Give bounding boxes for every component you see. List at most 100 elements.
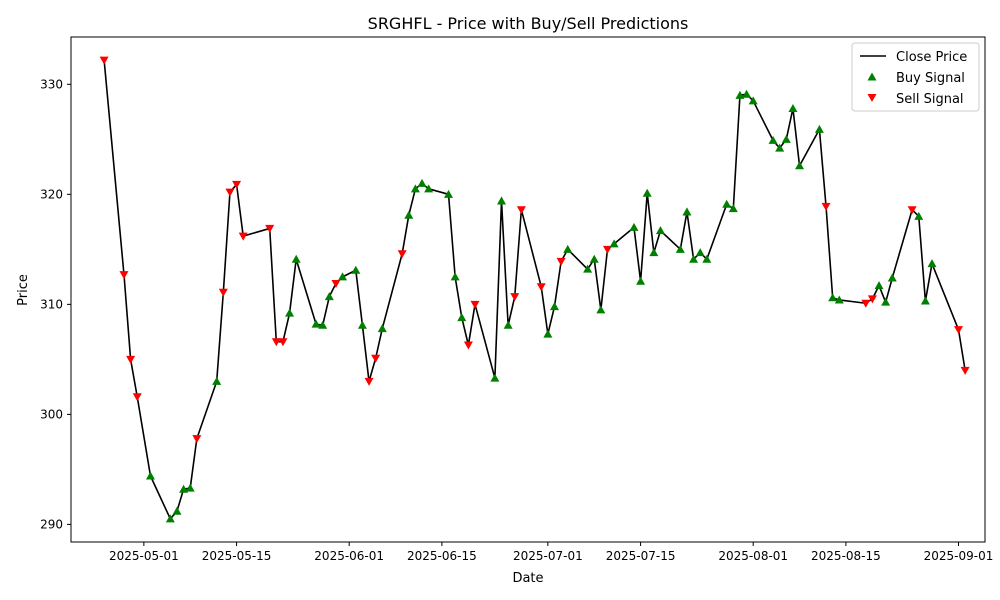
buy-signal-marker — [503, 320, 513, 329]
x-tick-label: 2025-08-01 — [718, 549, 788, 563]
legend-close-price-label: Close Price — [896, 50, 967, 65]
legend-sell-marker — [867, 94, 877, 102]
y-tick-label: 320 — [40, 187, 63, 201]
sell-signal-marker — [516, 206, 526, 215]
buy-signal-marker — [814, 124, 824, 133]
chart-title: SRGHFL - Price with Buy/Sell Predictions — [368, 14, 689, 33]
sell-signal-marker — [463, 341, 473, 350]
buy-signal-marker — [450, 272, 460, 281]
buy-signal-marker — [596, 305, 606, 314]
buy-signal-marker — [682, 207, 692, 216]
buy-signal-marker — [702, 254, 712, 263]
buy-signal-marker — [874, 281, 884, 290]
buy-signal-marker — [642, 188, 652, 197]
sell-signal-marker — [218, 288, 228, 297]
buy-signal-marker — [145, 471, 155, 480]
x-tick-label: 2025-07-15 — [606, 549, 676, 563]
x-axis-label: Date — [512, 571, 543, 586]
buy-signal-marker — [795, 161, 805, 170]
x-tick-label: 2025-09-01 — [924, 549, 994, 563]
sell-signal-marker — [470, 300, 480, 309]
sell-signal-marker — [119, 271, 129, 280]
buy-signal-marker — [357, 320, 367, 329]
sell-signal-marker — [364, 377, 374, 386]
buy-signal-marker — [748, 96, 758, 105]
sell-signal-marker — [265, 224, 275, 233]
y-tick-label: 290 — [40, 517, 63, 531]
buy-signal-marker — [788, 104, 798, 113]
legend-box — [851, 42, 980, 112]
sell-signal-marker — [821, 202, 831, 211]
buy-signal-marker — [311, 319, 321, 328]
buy-signal-marker — [775, 143, 785, 152]
plot-area — [99, 56, 970, 523]
buy-signal-marker — [742, 89, 752, 98]
buy-signal-marker — [834, 295, 844, 304]
buy-signal-marker — [424, 184, 434, 193]
buy-signal-marker — [291, 254, 301, 263]
sell-signal-marker — [192, 435, 202, 444]
y-tick-label: 310 — [40, 297, 63, 311]
buy-signal-marker — [722, 199, 732, 208]
sell-signal-marker — [954, 326, 964, 335]
sell-signal-marker — [960, 366, 970, 375]
buy-signal-marker — [165, 514, 175, 523]
buy-signal-marker — [563, 244, 573, 253]
buy-signal-marker — [675, 244, 685, 253]
sell-signal-marker — [225, 188, 235, 197]
legend-buy-signal-label: Buy Signal — [896, 71, 965, 86]
sell-signal-marker — [331, 279, 341, 288]
sell-signal-marker — [510, 293, 520, 302]
legend-sell-signal-label: Sell Signal — [896, 92, 964, 107]
buy-signal-marker — [636, 276, 646, 285]
buy-signal-marker — [179, 484, 189, 493]
buy-signal-marker — [689, 254, 699, 263]
buy-signal-marker — [172, 506, 182, 515]
sell-signal-marker — [371, 354, 381, 363]
y-tick-label: 330 — [40, 77, 63, 91]
buy-signal-marker — [490, 373, 500, 382]
buy-signal-marker — [457, 313, 467, 322]
buy-signal-marker — [589, 254, 599, 263]
buy-signal-marker — [497, 196, 507, 205]
buy-signal-marker — [828, 293, 838, 302]
close-price-line — [103, 60, 966, 520]
legend-buy-marker — [867, 72, 877, 81]
sell-signal-marker — [238, 232, 248, 241]
buy-signal-marker — [285, 308, 295, 317]
sell-signal-marker — [556, 257, 566, 266]
buy-signal-marker — [583, 264, 593, 273]
sell-signal-marker — [602, 245, 612, 254]
sell-signal-marker — [907, 206, 917, 215]
buy-signal-marker — [404, 210, 414, 219]
buy-signal-marker — [649, 248, 659, 257]
buy-signal-marker — [351, 265, 361, 274]
buy-signal-marker — [185, 483, 195, 492]
sell-signal-marker — [861, 299, 871, 308]
buy-signal-marker — [324, 292, 334, 301]
axes-frame — [70, 36, 986, 543]
buy-signal-marker — [695, 248, 705, 257]
buy-signal-marker — [318, 320, 328, 329]
buy-signal-marker — [417, 178, 427, 187]
x-tick-label: 2025-06-15 — [407, 549, 477, 563]
buy-signal-marker — [881, 297, 891, 306]
buy-signal-marker — [609, 239, 619, 248]
x-tick-label: 2025-07-01 — [513, 549, 583, 563]
sell-signal-marker — [867, 295, 877, 304]
x-tick-label: 2025-06-01 — [314, 549, 384, 563]
sell-signal-marker — [536, 283, 546, 292]
sell-signal-marker — [397, 250, 407, 259]
buy-signal-marker — [338, 272, 348, 281]
buy-signal-marker — [543, 329, 553, 338]
axes: 2025-05-01 2025-05-15 2025-06-01 2025-06-15… — [40, 36, 994, 563]
buy-signal-marker — [728, 204, 738, 213]
buy-signal-marker — [781, 134, 791, 143]
buy-signal-marker — [927, 259, 937, 268]
buy-signal-marker — [735, 90, 745, 99]
sell-signal-marker — [126, 355, 136, 364]
x-tick-label: 2025-08-15 — [811, 549, 881, 563]
sell-signal-marker — [232, 180, 242, 189]
buy-signal-marker — [549, 302, 559, 311]
